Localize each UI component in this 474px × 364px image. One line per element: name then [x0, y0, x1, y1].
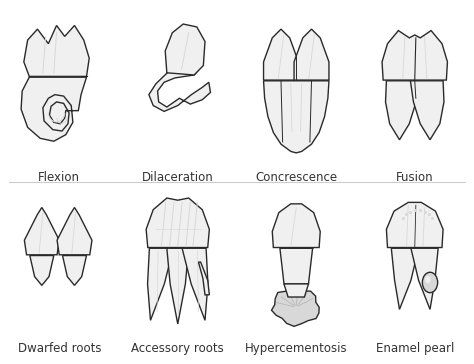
- Polygon shape: [167, 248, 189, 324]
- Polygon shape: [272, 291, 319, 327]
- Polygon shape: [24, 207, 59, 255]
- Polygon shape: [199, 262, 210, 295]
- Polygon shape: [165, 24, 205, 75]
- Text: Dwarfed roots: Dwarfed roots: [18, 342, 101, 355]
- Polygon shape: [284, 284, 309, 297]
- Polygon shape: [264, 81, 329, 153]
- Text: Dilaceration: Dilaceration: [142, 171, 214, 184]
- Polygon shape: [410, 81, 444, 140]
- Text: Fusion: Fusion: [396, 171, 434, 184]
- Polygon shape: [146, 198, 210, 248]
- Polygon shape: [392, 248, 419, 309]
- Text: Hypercementosis: Hypercementosis: [245, 342, 347, 355]
- Polygon shape: [294, 29, 329, 80]
- Polygon shape: [149, 66, 210, 111]
- Polygon shape: [280, 248, 313, 284]
- Polygon shape: [182, 248, 208, 320]
- Polygon shape: [147, 248, 173, 320]
- Polygon shape: [24, 25, 89, 76]
- Polygon shape: [386, 202, 443, 248]
- Polygon shape: [264, 29, 299, 80]
- Text: Enamel pearl: Enamel pearl: [375, 342, 454, 355]
- Circle shape: [422, 272, 438, 293]
- Polygon shape: [385, 81, 419, 140]
- Polygon shape: [57, 207, 92, 255]
- Circle shape: [425, 276, 430, 283]
- Polygon shape: [382, 31, 447, 80]
- Polygon shape: [21, 77, 86, 141]
- Polygon shape: [63, 256, 86, 285]
- Text: Accessory roots: Accessory roots: [131, 342, 224, 355]
- Text: Flexion: Flexion: [38, 171, 80, 184]
- Polygon shape: [30, 256, 54, 285]
- Polygon shape: [272, 204, 320, 248]
- Text: Concrescence: Concrescence: [255, 171, 337, 184]
- Polygon shape: [411, 248, 438, 309]
